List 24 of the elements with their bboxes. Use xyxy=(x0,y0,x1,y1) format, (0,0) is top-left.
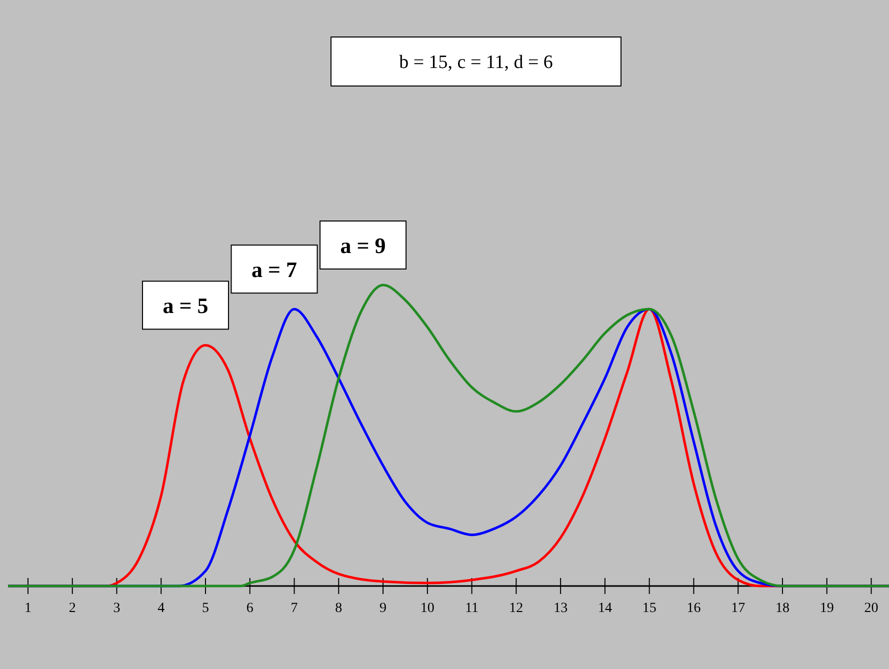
chart-title: b = 15, c = 11, d = 6 xyxy=(399,52,553,73)
x-tick-label: 18 xyxy=(775,600,790,616)
x-tick-label: 9 xyxy=(380,600,387,616)
x-tick-label: 15 xyxy=(642,600,656,616)
series-label: a = 7 xyxy=(251,257,298,282)
x-tick-label: 14 xyxy=(598,600,612,616)
x-tick-label: 10 xyxy=(420,600,434,616)
x-tick-label: 6 xyxy=(246,600,254,616)
x-tick-label: 19 xyxy=(820,600,834,616)
x-tick-label: 5 xyxy=(202,600,210,616)
x-tick-label: 13 xyxy=(554,600,568,616)
x-tick-label: 2 xyxy=(68,600,76,616)
x-tick-label: 7 xyxy=(290,600,298,616)
x-tick-label: 1 xyxy=(24,600,32,616)
x-tick-label: 12 xyxy=(509,600,524,616)
series-label: a = 5 xyxy=(162,293,208,318)
x-tick-label: 3 xyxy=(113,600,120,616)
x-tick-label: 11 xyxy=(465,600,479,616)
x-tick-label: 4 xyxy=(158,600,165,616)
x-tick-label: 16 xyxy=(686,600,701,616)
x-tick-label: 17 xyxy=(731,600,746,616)
x-tick-label: 8 xyxy=(335,600,342,616)
x-tick-label: 20 xyxy=(864,600,878,616)
series-label: a = 9 xyxy=(340,233,386,258)
